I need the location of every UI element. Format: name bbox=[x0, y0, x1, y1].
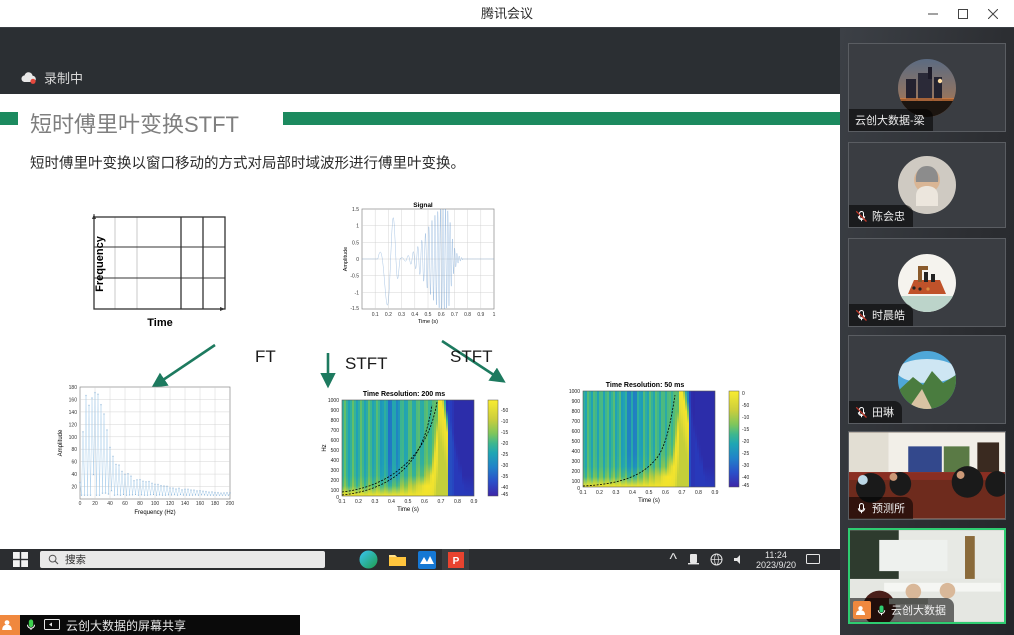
svg-text:600: 600 bbox=[331, 438, 340, 444]
svg-text:0.8: 0.8 bbox=[454, 499, 461, 505]
svg-text:140: 140 bbox=[181, 501, 190, 507]
svg-text:-50: -50 bbox=[501, 408, 508, 414]
svg-text:20: 20 bbox=[71, 485, 77, 491]
svg-text:0.8: 0.8 bbox=[695, 490, 702, 496]
svg-text:Time Resolution: 50 ms: Time Resolution: 50 ms bbox=[606, 382, 685, 389]
svg-text:400: 400 bbox=[572, 449, 581, 455]
svg-text:100: 100 bbox=[331, 488, 340, 494]
svg-text:300: 300 bbox=[331, 468, 340, 474]
svg-text:0.4: 0.4 bbox=[629, 490, 636, 496]
svg-text:-200: -200 bbox=[742, 439, 749, 445]
svg-text:800: 800 bbox=[331, 418, 340, 424]
svg-text:100: 100 bbox=[69, 435, 78, 441]
svg-text:0.6: 0.6 bbox=[421, 499, 428, 505]
svg-text:160: 160 bbox=[69, 397, 78, 403]
svg-text:Time Resolution: 200 ms: Time Resolution: 200 ms bbox=[363, 391, 445, 398]
svg-text:20: 20 bbox=[92, 501, 98, 507]
svg-text:0.3: 0.3 bbox=[372, 499, 379, 505]
svg-text:0.5: 0.5 bbox=[405, 499, 412, 505]
svg-text:Time (s): Time (s) bbox=[638, 498, 660, 504]
svg-text:0.6: 0.6 bbox=[662, 490, 669, 496]
svg-text:0: 0 bbox=[79, 501, 82, 507]
svg-text:120: 120 bbox=[166, 501, 175, 507]
svg-text:200: 200 bbox=[572, 469, 581, 475]
svg-text:900: 900 bbox=[331, 408, 340, 414]
svg-text:140: 140 bbox=[69, 410, 78, 416]
svg-text:-450: -450 bbox=[742, 483, 749, 489]
svg-text:0.1: 0.1 bbox=[580, 490, 587, 496]
svg-text:-50: -50 bbox=[742, 403, 749, 409]
svg-text:1000: 1000 bbox=[569, 389, 580, 395]
svg-text:0.3: 0.3 bbox=[613, 490, 620, 496]
svg-text:-100: -100 bbox=[742, 415, 749, 421]
svg-text:-100: -100 bbox=[501, 419, 508, 425]
svg-text:-300: -300 bbox=[742, 463, 749, 469]
svg-text:1000: 1000 bbox=[328, 398, 339, 404]
svg-text:-250: -250 bbox=[501, 452, 508, 458]
svg-text:200: 200 bbox=[226, 501, 235, 507]
svg-text:100: 100 bbox=[572, 479, 581, 485]
svg-text:800: 800 bbox=[572, 409, 581, 415]
svg-text:100: 100 bbox=[151, 501, 160, 507]
svg-text:160: 160 bbox=[196, 501, 205, 507]
svg-text:40: 40 bbox=[107, 501, 113, 507]
svg-text:Hz: Hz bbox=[322, 444, 328, 451]
svg-text:0.7: 0.7 bbox=[438, 499, 445, 505]
svg-text:P: P bbox=[452, 556, 459, 567]
svg-text:700: 700 bbox=[572, 419, 581, 425]
svg-text:0.5: 0.5 bbox=[646, 490, 653, 496]
svg-text:-350: -350 bbox=[501, 474, 508, 480]
svg-text:0.4: 0.4 bbox=[388, 499, 395, 505]
svg-text:0.7: 0.7 bbox=[679, 490, 686, 496]
svg-text:200: 200 bbox=[331, 478, 340, 484]
svg-text:-400: -400 bbox=[501, 485, 508, 491]
svg-text:0.2: 0.2 bbox=[596, 490, 603, 496]
svg-text:0: 0 bbox=[742, 391, 745, 397]
svg-text:180: 180 bbox=[211, 501, 220, 507]
svg-text:900: 900 bbox=[572, 399, 581, 405]
svg-text:600: 600 bbox=[572, 429, 581, 435]
svg-text:80: 80 bbox=[71, 447, 77, 453]
svg-text:0.9: 0.9 bbox=[712, 490, 719, 496]
svg-text:180: 180 bbox=[69, 385, 78, 391]
svg-text:-150: -150 bbox=[742, 427, 749, 433]
svg-text:0.9: 0.9 bbox=[471, 499, 478, 505]
svg-text:-200: -200 bbox=[501, 441, 508, 447]
svg-text:-300: -300 bbox=[501, 463, 508, 469]
svg-text:500: 500 bbox=[572, 439, 581, 445]
svg-text:40: 40 bbox=[71, 472, 77, 478]
svg-text:80: 80 bbox=[137, 501, 143, 507]
svg-text:60: 60 bbox=[71, 460, 77, 466]
svg-text:0.1: 0.1 bbox=[339, 499, 346, 505]
svg-text:-400: -400 bbox=[742, 475, 749, 481]
svg-text:500: 500 bbox=[331, 448, 340, 454]
svg-text:0.2: 0.2 bbox=[355, 499, 362, 505]
svg-text:-450: -450 bbox=[501, 492, 508, 498]
svg-text:-150: -150 bbox=[501, 430, 508, 436]
svg-text:700: 700 bbox=[331, 428, 340, 434]
svg-text:-250: -250 bbox=[742, 451, 749, 457]
svg-text:60: 60 bbox=[122, 501, 128, 507]
svg-text:300: 300 bbox=[572, 459, 581, 465]
svg-text:Amplitude: Amplitude bbox=[58, 429, 64, 456]
svg-text:400: 400 bbox=[331, 458, 340, 464]
svg-text:Time (s): Time (s) bbox=[397, 507, 419, 513]
svg-text:120: 120 bbox=[69, 422, 78, 428]
svg-text:Frequency (Hz): Frequency (Hz) bbox=[134, 510, 175, 516]
